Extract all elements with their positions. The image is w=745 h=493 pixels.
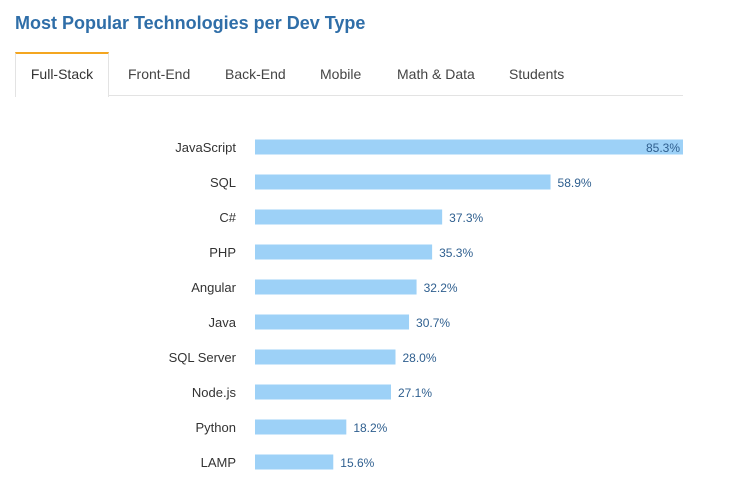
bar-php — [255, 244, 433, 260]
tab-mobile[interactable]: Mobile — [320, 66, 362, 82]
value-label-python: 18.2% — [353, 421, 387, 435]
value-label-java: 30.7% — [416, 316, 450, 330]
tab-math-and-data[interactable]: Math & Data — [397, 66, 475, 82]
bar-lamp — [255, 454, 334, 470]
page-title: Most Popular Technologies per Dev Type — [15, 13, 366, 33]
category-label-php: PHP — [209, 245, 236, 260]
category-label-angular: Angular — [191, 280, 236, 295]
bar-sql — [255, 174, 551, 190]
bar-csharp — [255, 209, 443, 225]
category-label-sql: SQL — [210, 175, 236, 190]
category-label-javascript: JavaScript — [175, 140, 236, 155]
value-label-php: 35.3% — [439, 246, 473, 260]
dev-type-tabs: Full-Stack Front-End Back-End Mobile Mat… — [15, 52, 683, 97]
value-label-javascript: 85.3% — [646, 141, 680, 155]
category-label-csharp: C# — [219, 210, 236, 225]
bar-python — [255, 419, 347, 435]
value-label-sql-server: 28.0% — [402, 351, 436, 365]
tab-students[interactable]: Students — [509, 66, 565, 82]
category-label-node-js: Node.js — [192, 385, 237, 400]
tab-back-end[interactable]: Back-End — [225, 66, 286, 82]
bar-chart: JavaScript 85.3% SQL 58.9% C# 37.3% PHP 35.3% An… — [169, 139, 683, 470]
bar-node-js — [255, 384, 391, 400]
category-label-sql-server: SQL Server — [169, 350, 237, 365]
bar-javascript — [255, 139, 683, 155]
tab-full-stack[interactable]: Full-Stack — [15, 52, 109, 97]
bar-sql-server — [255, 349, 396, 365]
bar-java — [255, 314, 410, 330]
category-label-python: Python — [196, 420, 236, 435]
value-label-node-js: 27.1% — [398, 386, 432, 400]
bar-angular — [255, 279, 417, 295]
category-label-lamp: LAMP — [201, 455, 236, 470]
value-label-lamp: 15.6% — [340, 456, 374, 470]
value-label-sql: 58.9% — [558, 176, 592, 190]
category-label-java: Java — [209, 315, 237, 330]
tab-front-end[interactable]: Front-End — [128, 66, 191, 82]
value-label-angular: 32.2% — [424, 281, 458, 295]
value-label-csharp: 37.3% — [449, 211, 483, 225]
